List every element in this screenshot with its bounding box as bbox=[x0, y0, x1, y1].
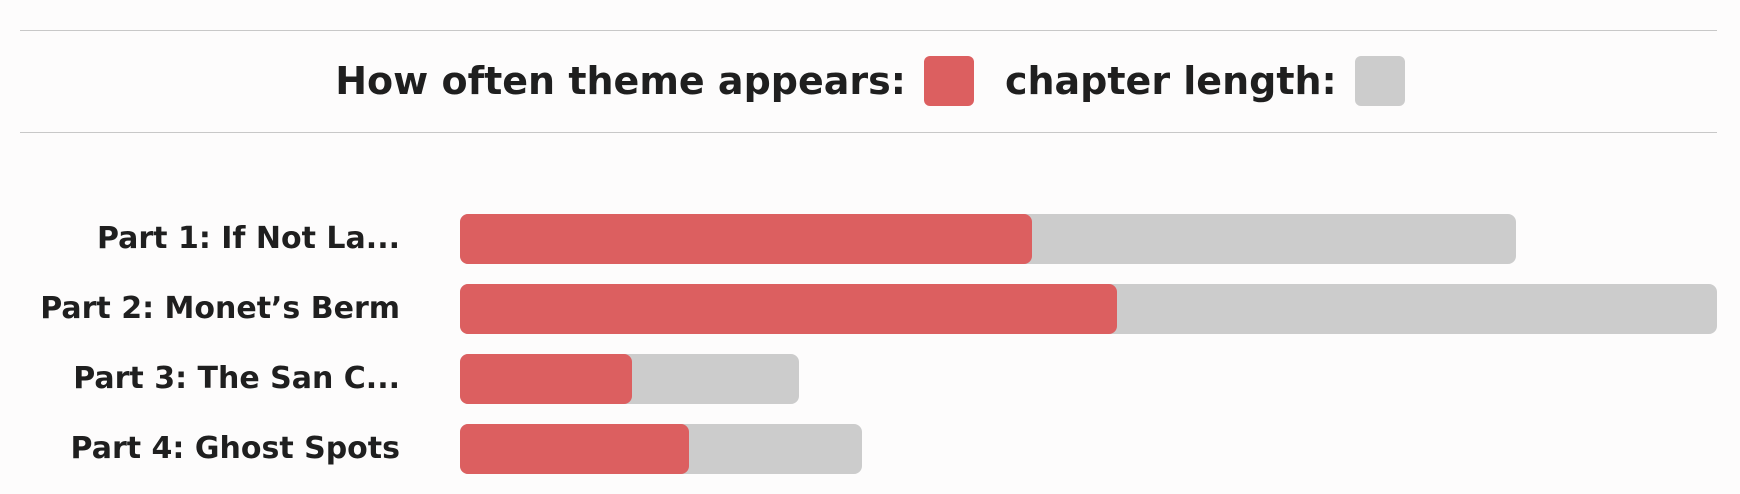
theme-frequency-bar bbox=[460, 354, 633, 404]
chart-legend: How often theme appears: chapter length: bbox=[0, 54, 1740, 108]
category-label: Part 3: The San C... bbox=[73, 361, 400, 396]
category-label: Part 4: Ghost Spots bbox=[70, 431, 400, 466]
chapter-length-bar bbox=[460, 214, 1516, 264]
legend-label-chapter-length: chapter length: bbox=[1004, 59, 1337, 103]
theme-frequency-bar bbox=[460, 424, 689, 474]
chapter-length-bar bbox=[460, 424, 863, 474]
legend-swatch-theme-frequency bbox=[923, 56, 974, 106]
chapter-length-bar bbox=[460, 284, 1717, 334]
legend-bottom-divider bbox=[20, 132, 1717, 133]
legend-swatch-chapter-length bbox=[1354, 56, 1405, 106]
category-label: Part 2: Monet’s Berm bbox=[40, 291, 400, 326]
category-label: Part 1: If Not La... bbox=[96, 221, 400, 256]
legend-top-divider bbox=[20, 30, 1717, 31]
legend-label-theme-frequency: How often theme appears: bbox=[335, 59, 906, 103]
theme-frequency-bar bbox=[460, 214, 1032, 264]
chapter-length-bar bbox=[460, 354, 800, 404]
theme-frequency-bar bbox=[460, 284, 1118, 334]
